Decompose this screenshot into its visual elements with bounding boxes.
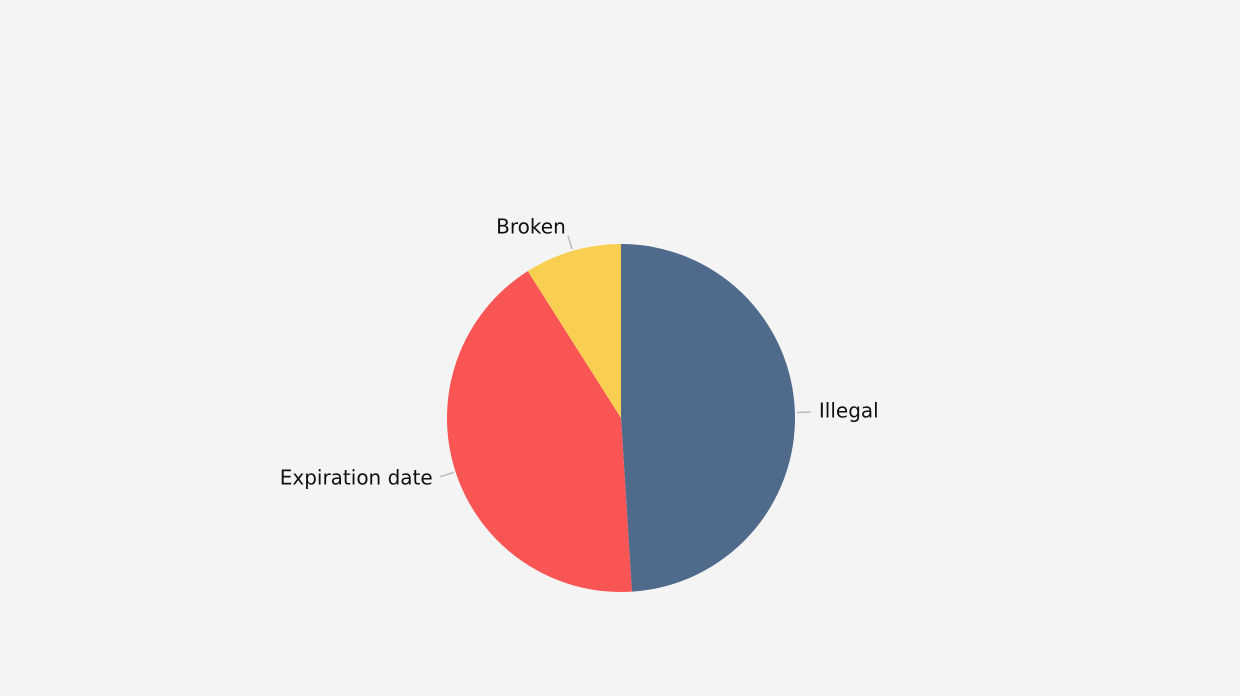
slice-label: Illegal (819, 398, 879, 422)
slice-label: Expiration date (280, 466, 433, 490)
leader-line (567, 235, 573, 250)
pie-slice (527, 244, 621, 418)
pie-slice (446, 271, 632, 592)
pie-slice (621, 244, 796, 592)
slice-label: Broken (496, 214, 566, 238)
leader-line (440, 471, 454, 478)
